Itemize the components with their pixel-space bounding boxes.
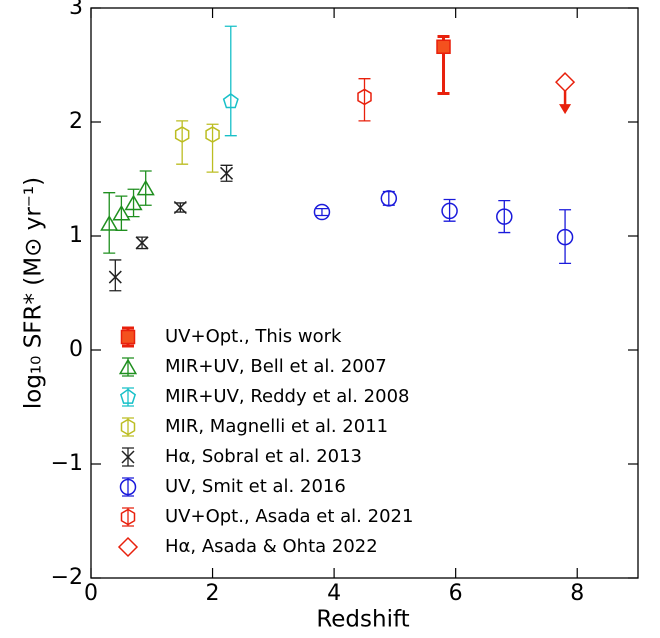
marker — [136, 179, 155, 196]
marker — [222, 93, 239, 109]
plot-frame — [90, 7, 639, 579]
marker — [555, 72, 576, 93]
legend-marker — [118, 358, 138, 375]
upper-limit-arrow — [559, 104, 572, 115]
marker — [135, 236, 149, 250]
marker — [313, 203, 331, 221]
legend-marker — [120, 508, 136, 526]
legend-label: MIR+UV, Bell et al. 2007 — [165, 356, 387, 377]
legend-label: Hα, Sobral et al. 2013 — [165, 446, 362, 467]
legend-marker — [119, 388, 137, 404]
legend-error-bar — [122, 507, 134, 527]
error-bar — [115, 195, 128, 231]
marker — [496, 208, 513, 225]
marker — [220, 166, 234, 180]
legend-label: Hα, Asada & Ohta 2022 — [165, 536, 378, 557]
marker — [112, 204, 131, 221]
marker — [441, 202, 458, 220]
x-tick-label: 0 — [84, 581, 98, 606]
legend-label: UV, Smit et al. 2016 — [165, 476, 346, 497]
y-tick-label: −2 — [51, 565, 83, 590]
error-bar — [127, 188, 140, 218]
y-tick-label: 3 — [69, 0, 83, 20]
y-tick-label: 1 — [69, 223, 83, 248]
error-bar — [109, 259, 122, 292]
y-tick-label: 2 — [69, 109, 83, 134]
legend-label: UV+Opt., This work — [165, 326, 342, 347]
error-bar — [224, 25, 237, 137]
y-axis-label: log₁₀ SFR* (M⊙ yr⁻¹) — [21, 177, 47, 409]
legend-marker — [119, 478, 137, 496]
error-bar — [382, 190, 395, 206]
marker — [173, 200, 187, 215]
marker — [174, 126, 190, 143]
x-tick-label: 4 — [327, 581, 341, 606]
marker — [556, 228, 574, 246]
error-bar — [139, 170, 152, 206]
error-bar — [498, 200, 511, 234]
legend-label: MIR, Magnelli et al. 2011 — [165, 416, 388, 437]
legend-error-bar — [122, 417, 134, 437]
legend-marker — [117, 536, 139, 558]
x-tick-label: 2 — [206, 581, 220, 606]
legend-marker — [121, 450, 135, 464]
error-bar — [559, 209, 572, 265]
y-tick-label: −1 — [51, 451, 83, 476]
marker — [124, 194, 143, 211]
legend-marker — [120, 418, 136, 436]
marker — [380, 190, 398, 207]
legend-error-bar — [122, 477, 134, 497]
x-axis-label: Redshift — [316, 607, 409, 633]
y-tick-label: 0 — [69, 337, 83, 362]
marker — [205, 126, 220, 143]
error-bar — [103, 192, 116, 254]
x-tick-label: 6 — [449, 581, 463, 606]
marker — [100, 214, 119, 231]
marker — [357, 88, 372, 106]
error-bar — [206, 123, 219, 173]
marker — [108, 270, 122, 284]
legend-label: UV+Opt., Asada et al. 2021 — [165, 506, 413, 527]
x-tick-label: 8 — [570, 581, 584, 606]
legend-label: MIR+UV, Reddy et al. 2008 — [165, 386, 410, 407]
marker — [436, 39, 451, 55]
legend-marker — [120, 329, 136, 345]
error-bar — [358, 78, 371, 122]
error-bar — [315, 207, 328, 217]
